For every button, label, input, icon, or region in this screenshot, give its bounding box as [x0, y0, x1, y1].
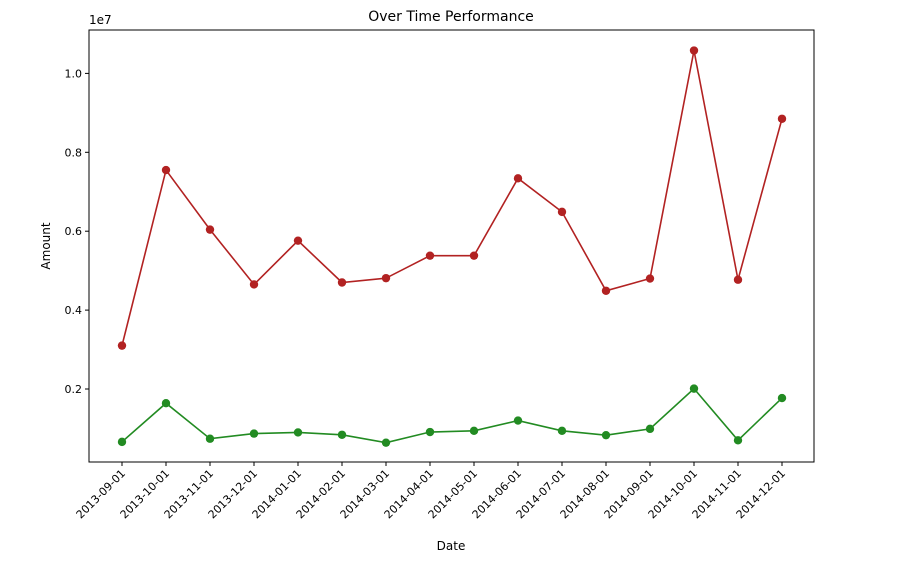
data-point — [161, 399, 171, 408]
data-point — [117, 341, 127, 350]
data-point — [249, 429, 259, 438]
data-point — [689, 46, 699, 55]
data-point — [601, 430, 611, 440]
data-point — [557, 426, 567, 436]
y-tick-label: 1.0 — [65, 67, 83, 80]
chart-title: Over Time Performance — [368, 9, 534, 25]
y-tick-label: 0.2 — [65, 383, 83, 396]
data-point — [293, 236, 303, 245]
x-axis-label: Date — [437, 539, 466, 553]
data-point — [469, 426, 479, 436]
y-tick-label: 0.4 — [65, 304, 83, 317]
data-point — [117, 437, 127, 447]
data-point — [557, 207, 567, 217]
plot-frame — [88, 29, 815, 463]
data-point — [733, 275, 743, 284]
series-line — [121, 387, 783, 444]
data-point — [337, 430, 347, 439]
data-point — [425, 427, 435, 437]
data-point — [513, 174, 523, 183]
data-point — [381, 438, 391, 447]
data-point — [205, 434, 215, 443]
data-point — [733, 436, 743, 445]
data-point — [513, 416, 523, 425]
series-group — [117, 46, 787, 447]
data-point — [689, 384, 699, 393]
data-point — [249, 280, 259, 289]
y-tick-label: 0.8 — [65, 146, 83, 159]
data-point — [381, 273, 391, 283]
y-multiplier-label: 1e7 — [89, 13, 112, 27]
data-point — [777, 114, 787, 123]
series-line — [121, 50, 783, 346]
y-axis-label: Amount — [39, 222, 53, 269]
data-point — [777, 393, 787, 403]
data-point — [161, 165, 171, 175]
data-point — [601, 286, 611, 295]
y-tick-label: 0.6 — [65, 225, 83, 238]
data-point — [469, 251, 479, 260]
data-point — [645, 274, 655, 283]
data-point — [293, 428, 303, 437]
data-point — [337, 278, 347, 287]
data-point — [425, 251, 435, 260]
data-point — [645, 424, 655, 434]
data-point — [205, 225, 215, 234]
axis-ticks: 0.20.40.60.81.02013-09-012013-10-012013-… — [65, 67, 789, 521]
